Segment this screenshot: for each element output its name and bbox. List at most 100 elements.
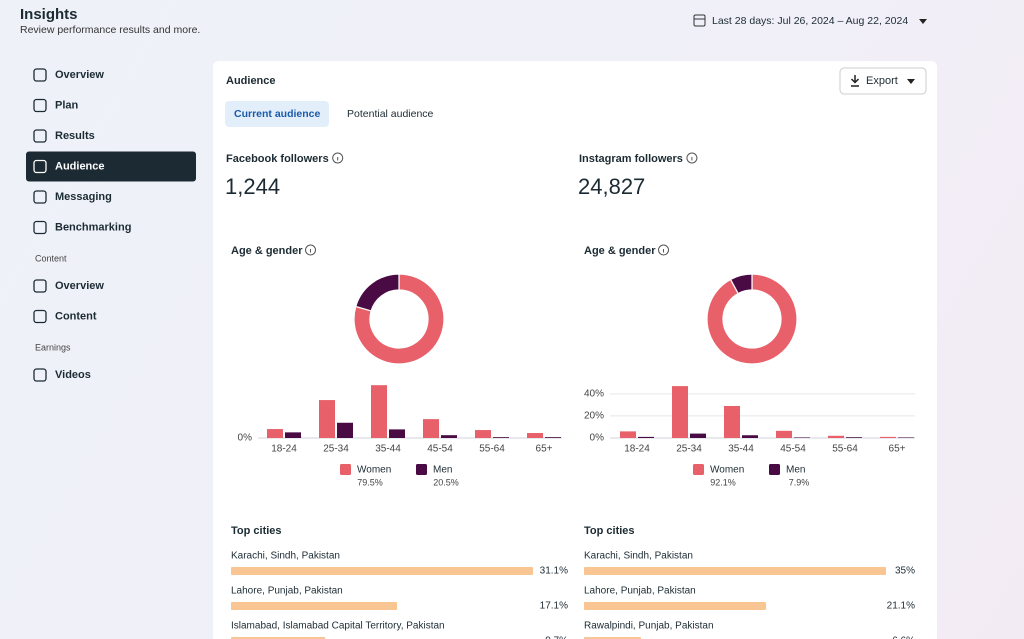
nav-item[interactable]: Overview bbox=[55, 280, 104, 292]
bar bbox=[441, 435, 457, 438]
date-picker[interactable]: Last 28 days: Jul 26, 2024 – Aug 22, 202… bbox=[693, 14, 927, 27]
y-tick-label: 20% bbox=[584, 411, 604, 422]
x-tick-label: 55-64 bbox=[832, 444, 858, 455]
bar bbox=[545, 437, 561, 438]
x-tick-label: 65+ bbox=[536, 444, 553, 455]
bar bbox=[898, 437, 914, 438]
city-bar bbox=[231, 602, 398, 610]
city-value: 17.1% bbox=[540, 601, 568, 612]
nav-item[interactable]: Overview bbox=[55, 69, 104, 81]
nav-section: Content bbox=[35, 253, 67, 263]
bar bbox=[776, 430, 792, 438]
tab-active[interactable] bbox=[225, 101, 329, 127]
city-name: Islamabad, Islamabad Capital Territory, … bbox=[231, 621, 445, 632]
nav-icon bbox=[33, 159, 47, 174]
export-box[interactable] bbox=[839, 67, 927, 95]
export-label[interactable]: Export bbox=[866, 75, 898, 87]
legend-label: Women bbox=[710, 465, 744, 476]
bar bbox=[267, 429, 283, 438]
city-name: Rawalpindi, Punjab, Pakistan bbox=[584, 621, 714, 632]
donut-slice bbox=[355, 273, 400, 312]
page-subtitle: Review performance results and more. bbox=[20, 24, 200, 36]
bar bbox=[620, 431, 636, 438]
legend-swatch bbox=[340, 464, 351, 475]
nav-item[interactable]: Audience bbox=[55, 160, 105, 172]
bar bbox=[475, 430, 491, 438]
tab[interactable]: Current audience bbox=[234, 108, 321, 120]
bar bbox=[285, 432, 301, 438]
x-tick-label: 18-24 bbox=[271, 444, 297, 455]
y-tick-label: 40% bbox=[584, 388, 604, 399]
x-tick-label: 35-44 bbox=[375, 444, 401, 455]
bar bbox=[423, 419, 439, 438]
legend-swatch bbox=[769, 464, 780, 475]
y-tick-label: 0% bbox=[238, 433, 253, 444]
nav-item[interactable]: Content bbox=[55, 310, 97, 322]
followers-label: Instagram followers bbox=[579, 153, 683, 165]
panel bbox=[213, 61, 937, 639]
bar bbox=[742, 435, 758, 438]
info-icon bbox=[305, 244, 317, 256]
bar bbox=[371, 385, 387, 438]
bar bbox=[846, 437, 862, 438]
legend-swatch bbox=[416, 464, 427, 475]
city-value: 35% bbox=[895, 566, 915, 577]
legend-share: 20.5% bbox=[433, 477, 459, 487]
x-tick-label: 25-34 bbox=[676, 444, 702, 455]
nav-icon bbox=[33, 368, 47, 382]
city-value: 31.1% bbox=[540, 566, 568, 577]
export-button[interactable]: Export bbox=[839, 67, 927, 95]
nav-icon bbox=[33, 190, 47, 204]
panel-title: Audience bbox=[226, 75, 276, 87]
nav-item[interactable]: Messaging bbox=[55, 191, 112, 203]
x-tick-label: 45-54 bbox=[780, 444, 806, 455]
nav-icon bbox=[33, 68, 47, 82]
caret bbox=[907, 79, 915, 84]
date-range[interactable]: Last 28 days: Jul 26, 2024 – Aug 22, 202… bbox=[712, 15, 908, 27]
legend-share: 7.9% bbox=[789, 477, 810, 487]
nav-item[interactable]: Videos bbox=[55, 369, 91, 381]
legend-swatch bbox=[693, 464, 704, 475]
donut-slice bbox=[706, 273, 798, 365]
x-tick-label: 18-24 bbox=[624, 444, 650, 455]
nav-icon bbox=[33, 220, 47, 235]
city-name: Karachi, Sindh, Pakistan bbox=[584, 551, 693, 562]
info-icon bbox=[686, 152, 698, 164]
city-bar bbox=[584, 602, 767, 610]
nav-item[interactable]: Results bbox=[55, 130, 95, 142]
y-tick-label: 0% bbox=[590, 433, 605, 444]
legend-label: Men bbox=[433, 465, 452, 476]
x-tick-label: 25-34 bbox=[323, 444, 349, 455]
chart-title: Age & gender bbox=[584, 245, 656, 257]
city-bar bbox=[231, 567, 533, 575]
bar bbox=[880, 436, 896, 438]
bar bbox=[389, 429, 405, 438]
section-title: Top cities bbox=[584, 525, 635, 537]
city-name: Lahore, Punjab, Pakistan bbox=[231, 586, 343, 597]
chart-title: Age & gender bbox=[231, 245, 303, 257]
section-title: Top cities bbox=[231, 525, 282, 537]
bar bbox=[319, 400, 335, 438]
bar bbox=[794, 437, 810, 438]
donut-slice bbox=[353, 273, 445, 365]
x-tick-label: 35-44 bbox=[728, 444, 754, 455]
x-tick-label: 45-54 bbox=[427, 444, 453, 455]
info-icon bbox=[332, 152, 344, 164]
x-tick-label: 55-64 bbox=[479, 444, 505, 455]
nav-item[interactable]: Plan bbox=[55, 99, 79, 111]
followers-count: 24,827 bbox=[578, 174, 645, 199]
nav-icon bbox=[33, 279, 47, 293]
nav-selected bbox=[26, 151, 196, 182]
followers-label: Facebook followers bbox=[226, 153, 329, 165]
bar bbox=[527, 433, 543, 438]
city-value: 21.1% bbox=[887, 601, 915, 612]
calendar-icon bbox=[693, 14, 706, 27]
page-title: Insights bbox=[20, 6, 78, 23]
tab[interactable]: Potential audience bbox=[347, 108, 434, 120]
nav-item[interactable]: Benchmarking bbox=[55, 221, 131, 233]
bar bbox=[724, 405, 740, 438]
bar bbox=[672, 386, 688, 438]
legend-label: Men bbox=[786, 465, 805, 476]
legend-share: 79.5% bbox=[357, 477, 383, 487]
